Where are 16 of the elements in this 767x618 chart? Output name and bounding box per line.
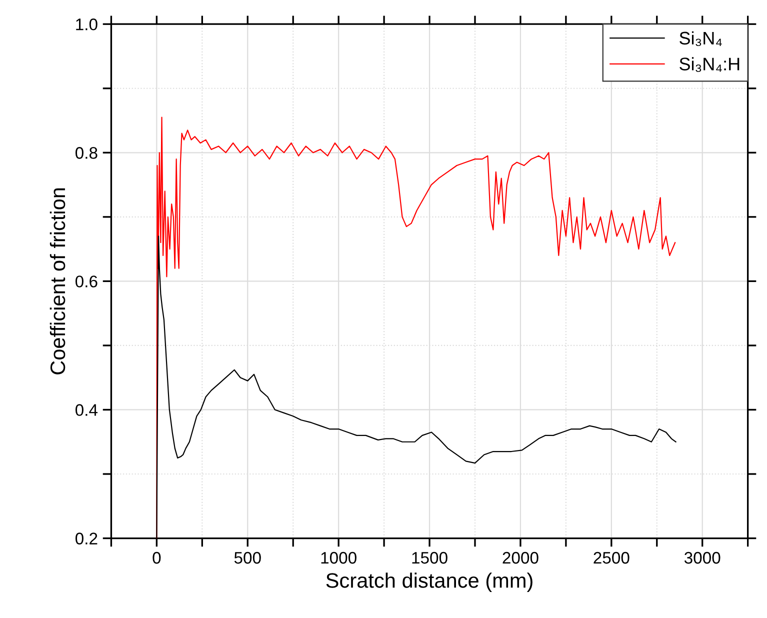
y-tick-label: 1.0 (76, 18, 98, 30)
x-tick-label: 2500 (594, 552, 630, 564)
y-tick-label: 0.6 (76, 276, 98, 288)
x-tick-label: 1000 (321, 552, 356, 564)
y-tick-label: 0.8 (76, 147, 98, 159)
legend-label: Si₃N₄ (680, 31, 722, 46)
y-tick-label: 0.2 (76, 532, 98, 544)
x-tick-label: 2000 (502, 552, 538, 564)
x-tick-label: 500 (234, 552, 261, 564)
y-tick-label: 0.4 (76, 404, 98, 416)
y-axis-title: Coefficient of friction (50, 188, 66, 374)
legend-label: Si₃N₄:H (680, 57, 740, 72)
x-axis-title: Scratch distance (mm) (326, 572, 532, 592)
x-tick-label: 3000 (684, 552, 720, 564)
x-tick-label: 0 (152, 552, 161, 564)
x-tick-label: 1500 (412, 552, 448, 564)
